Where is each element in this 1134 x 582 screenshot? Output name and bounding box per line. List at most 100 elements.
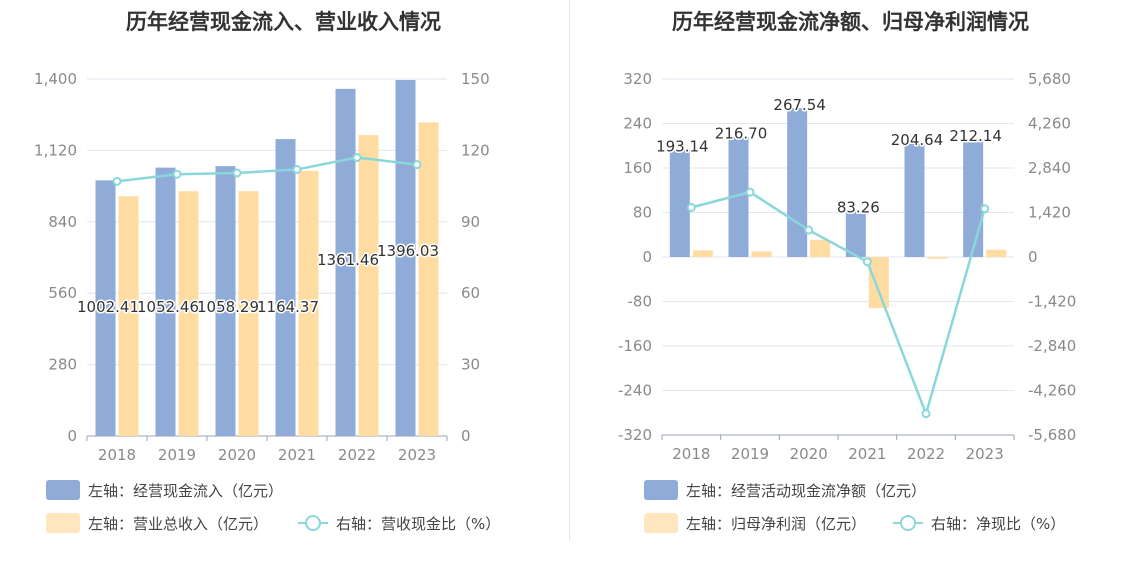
- legend-item-series-2[interactable]: 左轴：营业总收入（亿元）: [46, 512, 268, 534]
- bar-series-1: [845, 210, 866, 257]
- legend-line-marker-icon: [893, 513, 923, 533]
- x-tick-label: 2018: [672, 445, 710, 463]
- line-point: [172, 169, 182, 179]
- legend-item-series-1[interactable]: 左轴：经营现金流入（亿元）: [46, 479, 283, 501]
- bar-series-1: [728, 136, 749, 257]
- bar-series-2: [927, 257, 948, 259]
- line-series-3: [116, 156, 418, 183]
- bar-series-1: [95, 180, 116, 436]
- y-tick-right: 0: [461, 427, 471, 445]
- y-tick-left: 1,400: [34, 70, 77, 88]
- line-point: [232, 168, 242, 178]
- legend-item-series-2[interactable]: 左轴：归母净利润（亿元）: [644, 512, 866, 534]
- y-tick-right: 30: [461, 356, 480, 374]
- data-label: 193.14: [656, 138, 709, 156]
- y-tick-left: 1,120: [34, 141, 77, 159]
- y-tick-right: -2,840: [1028, 337, 1076, 355]
- legend-item-series-3[interactable]: 右轴：营收现金比（%）: [298, 512, 500, 534]
- legend-label: 右轴：净现比（%）: [931, 514, 1066, 533]
- line-point: [862, 257, 872, 267]
- y-tick-right: 90: [461, 213, 480, 231]
- bar-series-2: [751, 251, 772, 257]
- line-point: [980, 204, 990, 214]
- legend-swatch-orange: [644, 513, 678, 533]
- line-point: [686, 202, 696, 212]
- data-label: 1164.37: [257, 298, 319, 316]
- data-label: 212.14: [949, 127, 1002, 145]
- legend-item-series-1[interactable]: 左轴：经营活动现金流净额（亿元）: [644, 479, 926, 501]
- y-tick-left: -320: [618, 426, 652, 444]
- chart-title: 历年经营现金流净额、归母净利润情况: [672, 10, 1029, 34]
- y-tick-left: 0: [642, 248, 652, 266]
- data-label: 1052.46: [137, 298, 199, 316]
- legend-swatch-blue: [46, 480, 80, 500]
- legend-swatch-blue: [644, 480, 678, 500]
- y-tick-left: 80: [633, 204, 652, 222]
- data-label: 1361.46: [317, 251, 379, 269]
- y-tick-right: -1,420: [1028, 293, 1076, 311]
- y-tick-left: 160: [623, 159, 652, 177]
- data-label: 216.70: [715, 124, 768, 142]
- legend-label: 左轴：经营现金流入（亿元）: [88, 481, 284, 500]
- line-point: [112, 176, 122, 186]
- bar-series-2: [986, 249, 1007, 257]
- bar-series-2: [868, 257, 889, 309]
- line-series-3: [691, 190, 986, 418]
- bar-series-2: [298, 170, 319, 437]
- legend-label: 左轴：归母净利润（亿元）: [686, 514, 867, 533]
- bar-series-2: [418, 122, 439, 436]
- chart-title: 历年经营现金流入、营业收入情况: [126, 10, 441, 34]
- y-tick-right: 4,260: [1028, 115, 1071, 133]
- y-tick-right: 1,420: [1028, 204, 1071, 222]
- x-tick-label: 2021: [848, 445, 886, 463]
- legend-label: 左轴：营业总收入（亿元）: [88, 514, 269, 533]
- bar-series-2: [692, 250, 713, 257]
- panel-divider: [569, 0, 570, 540]
- bar-series-1: [904, 143, 925, 257]
- data-label: 1002.41: [77, 298, 139, 316]
- legend-label: 左轴：经营活动现金流净额（亿元）: [686, 481, 927, 500]
- data-label: 1058.29: [197, 298, 259, 316]
- chart-plot-right: -320 -5,680 -240 -4,260 -160 -2,840 -80 -1,420 0…: [618, 70, 1076, 463]
- y-tick-left: 840: [48, 213, 77, 231]
- y-tick-right: -5,680: [1028, 426, 1076, 444]
- x-tick-label: 2023: [398, 446, 436, 464]
- data-label: 1396.03: [377, 242, 439, 260]
- y-tick-left: 560: [48, 284, 77, 302]
- y-tick-right: 120: [461, 141, 490, 159]
- y-tick-right: 60: [461, 284, 480, 302]
- line-point: [292, 164, 302, 174]
- x-tick-label: 2019: [731, 445, 769, 463]
- y-tick-right: -4,260: [1028, 382, 1076, 400]
- bar-series-1: [787, 108, 808, 257]
- y-tick-right: 150: [461, 70, 490, 88]
- y-tick-right: 0: [1028, 248, 1038, 266]
- y-tick-left: 320: [623, 70, 652, 88]
- x-tick-label: 2022: [907, 445, 945, 463]
- bar-series-2: [118, 196, 139, 436]
- y-tick-left: -80: [628, 293, 653, 311]
- bar-series-1: [669, 149, 690, 257]
- x-tick-label: 2023: [966, 445, 1004, 463]
- y-tick-left: 280: [48, 356, 77, 374]
- line-point: [804, 225, 814, 235]
- y-tick-right: 2,840: [1028, 159, 1071, 177]
- bar-series-1: [395, 80, 416, 436]
- x-tick-label: 2022: [338, 446, 376, 464]
- bar-series-2: [238, 191, 259, 436]
- bar-series-2: [810, 239, 831, 257]
- x-tick-label: 2020: [218, 446, 256, 464]
- line-point: [745, 187, 755, 197]
- x-tick-label: 2020: [790, 445, 828, 463]
- x-tick-label: 2019: [158, 446, 196, 464]
- data-label: 204.64: [891, 131, 944, 149]
- y-tick-right: 5,680: [1028, 70, 1071, 88]
- chart-panel-left: 历年经营现金流入、营业收入情况 0 0 280 30 560 60 840 90 1,120 12…: [34, 10, 500, 534]
- bar-series-1: [215, 166, 236, 436]
- bar-series-1: [963, 138, 984, 257]
- legend-item-series-3[interactable]: 右轴：净现比（%）: [893, 512, 1065, 534]
- bar-series-2: [178, 191, 199, 436]
- data-label: 83.26: [837, 199, 880, 217]
- legend-line-marker-icon: [298, 513, 328, 533]
- chart-plot-left: 0 0 280 30 560 60 840 90 1,120 120 1,400 150 2018 201…: [34, 70, 490, 464]
